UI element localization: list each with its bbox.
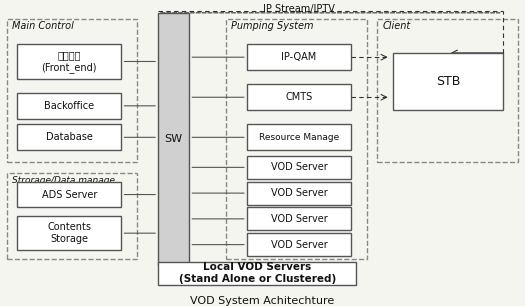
Text: 외부연동
(Front_end): 외부연동 (Front_end) bbox=[41, 50, 97, 73]
FancyBboxPatch shape bbox=[393, 53, 503, 110]
Text: Contents
Storage: Contents Storage bbox=[47, 222, 91, 244]
Text: VOD Server: VOD Server bbox=[271, 162, 328, 172]
Text: Local VOD Servers
(Stand Alone or Clustered): Local VOD Servers (Stand Alone or Cluste… bbox=[178, 263, 336, 284]
Text: Main Control: Main Control bbox=[12, 21, 74, 32]
Text: ADS Server: ADS Server bbox=[41, 189, 97, 200]
FancyBboxPatch shape bbox=[17, 93, 121, 119]
FancyBboxPatch shape bbox=[247, 233, 351, 256]
FancyBboxPatch shape bbox=[17, 44, 121, 79]
Text: Resource Manage: Resource Manage bbox=[259, 133, 339, 142]
FancyBboxPatch shape bbox=[247, 125, 351, 150]
Text: CMTS: CMTS bbox=[286, 92, 313, 102]
FancyBboxPatch shape bbox=[158, 13, 190, 265]
Text: Pumping System: Pumping System bbox=[231, 21, 313, 32]
FancyBboxPatch shape bbox=[17, 125, 121, 150]
FancyBboxPatch shape bbox=[17, 182, 121, 207]
Text: SW: SW bbox=[165, 134, 183, 144]
Text: Client: Client bbox=[383, 21, 411, 32]
Text: Database: Database bbox=[46, 132, 93, 142]
Text: VOD System Achitechture: VOD System Achitechture bbox=[191, 296, 334, 306]
FancyBboxPatch shape bbox=[247, 182, 351, 204]
Text: IP-QAM: IP-QAM bbox=[281, 52, 317, 62]
FancyBboxPatch shape bbox=[247, 207, 351, 230]
Text: IP Stream/IPTV: IP Stream/IPTV bbox=[263, 4, 335, 13]
Text: VOD Server: VOD Server bbox=[271, 214, 328, 224]
Text: VOD Server: VOD Server bbox=[271, 240, 328, 250]
FancyBboxPatch shape bbox=[247, 84, 351, 110]
FancyBboxPatch shape bbox=[247, 44, 351, 70]
Text: Strorage/Data manage: Strorage/Data manage bbox=[12, 176, 115, 185]
FancyBboxPatch shape bbox=[247, 156, 351, 179]
FancyBboxPatch shape bbox=[17, 216, 121, 250]
Text: VOD Server: VOD Server bbox=[271, 188, 328, 198]
Text: STB: STB bbox=[436, 75, 460, 88]
FancyBboxPatch shape bbox=[158, 262, 356, 285]
Text: Backoffice: Backoffice bbox=[44, 101, 94, 111]
